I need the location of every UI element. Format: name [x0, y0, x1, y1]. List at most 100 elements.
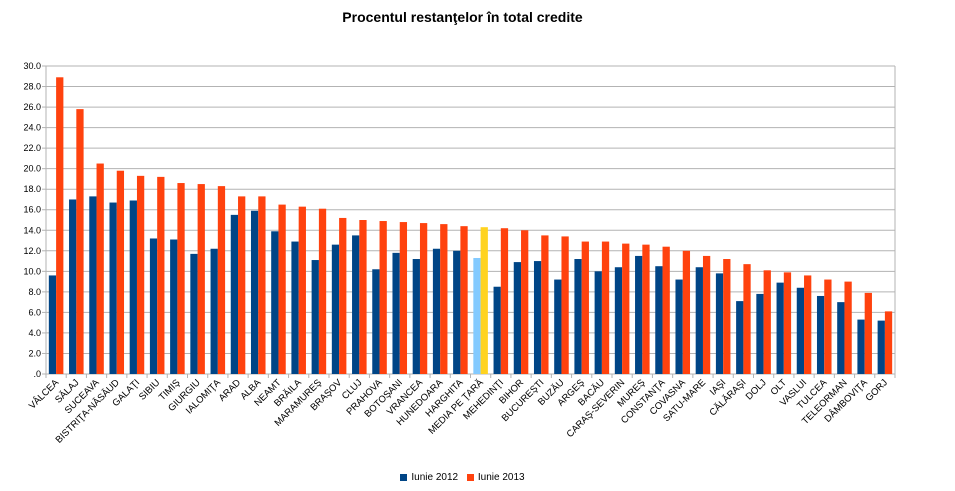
bar-2013 [197, 184, 205, 374]
bar-2013 [217, 186, 226, 374]
y-tick-label: 16.0 [23, 205, 41, 215]
bar-2013 [622, 243, 630, 374]
legend-label-2012: Iunie 2012 [411, 472, 459, 483]
bar-2012 [756, 293, 764, 374]
bar-2012 [533, 261, 542, 374]
bar-2012 [109, 202, 117, 374]
y-tick-label: 10.0 [23, 266, 41, 276]
chart-title: Procentul restanţelor în total credite [342, 9, 583, 25]
y-tick-label: 30.0 [23, 61, 41, 71]
bar-2013 [642, 244, 650, 374]
bar-2012 [311, 260, 319, 374]
bar-2013 [783, 272, 792, 374]
bar-2013 [581, 241, 589, 374]
bar-2013 [804, 275, 812, 374]
legend-item-2013: Iunie 2013 [466, 472, 525, 483]
bars [48, 77, 893, 375]
bar-2012 [412, 259, 420, 374]
bar-2013 [440, 224, 448, 374]
bar-2012 [432, 248, 441, 374]
bar-2012 [392, 252, 400, 374]
bar-2012 [614, 267, 623, 374]
y-tick-label: .0 [33, 369, 41, 379]
x-axis-ticks [45, 374, 896, 378]
y-tick-label: 22.0 [23, 143, 41, 153]
y-tick-label: 6.0 [28, 307, 41, 317]
y-tick-label: 28.0 [23, 82, 41, 92]
bar-2012 [230, 214, 239, 374]
bar-2013 [399, 222, 408, 374]
x-tick-label: ARAD [217, 377, 244, 404]
bar-2012 [372, 269, 380, 374]
bar-2012 [331, 244, 340, 374]
bar-2012 [210, 248, 218, 374]
bar-2012 [776, 282, 784, 374]
bar-2012 [473, 257, 481, 374]
bar-2013 [824, 279, 832, 374]
bar-2012 [48, 275, 57, 374]
gridlines [42, 65, 896, 375]
bar-2013 [601, 241, 610, 374]
y-tick-label: 24.0 [23, 123, 41, 133]
bar-2012 [736, 301, 744, 374]
bar-2013 [480, 227, 488, 374]
bar-2013 [56, 77, 64, 374]
bar-2012 [857, 319, 865, 374]
bar-2013 [258, 196, 266, 374]
bar-2013 [116, 170, 125, 374]
y-tick-label: 12.0 [23, 246, 41, 256]
bar-2012 [190, 253, 198, 374]
bar-2013 [298, 206, 306, 374]
y-tick-label: 18.0 [23, 184, 41, 194]
bar-2013 [379, 221, 387, 374]
bar-2013 [541, 235, 549, 374]
y-tick-label: 4.0 [28, 328, 41, 338]
bar-2012 [574, 259, 582, 374]
bar-2013 [419, 223, 428, 374]
legend-swatch-2012 [400, 474, 408, 481]
bar-2012 [291, 241, 299, 374]
bar-2012 [271, 231, 279, 374]
y-tick-label: 20.0 [23, 164, 41, 174]
legend-label-2013: Iunie 2013 [477, 472, 525, 483]
bar-2013 [278, 204, 286, 374]
bar-2012 [635, 255, 643, 374]
bar-2013 [460, 226, 468, 374]
x-tick-label: SIBIU [137, 377, 162, 402]
bar-2012 [655, 266, 663, 374]
bar-2012 [675, 279, 683, 374]
bar-2013 [743, 264, 751, 374]
y-tick-label: 2.0 [28, 348, 41, 358]
y-tick-label: 8.0 [28, 287, 41, 297]
bar-2012 [453, 250, 461, 374]
bar-2013 [136, 175, 145, 374]
bar-2013 [723, 259, 731, 374]
bar-2012 [352, 235, 360, 374]
bar-2013 [702, 255, 711, 374]
y-tick-label: 14.0 [23, 225, 41, 235]
bar-2013 [339, 217, 347, 374]
bar-2013 [96, 163, 104, 374]
bar-2012 [129, 200, 137, 374]
legend-item-2012: Iunie 2012 [400, 472, 458, 483]
bar-2012 [796, 287, 805, 374]
bar-2013 [521, 230, 529, 374]
bar-2012 [513, 262, 522, 374]
bar-2012 [149, 238, 158, 374]
x-tick-label: DOLJ [744, 377, 769, 402]
bar-2012 [69, 199, 77, 374]
bar-2012 [493, 286, 501, 374]
bar-2012 [594, 271, 602, 374]
bar-2013 [359, 220, 367, 374]
bar-2013 [500, 228, 509, 374]
legend: Iunie 2012 Iunie 2013 [0, 472, 925, 484]
bar-2013 [318, 208, 327, 374]
legend-swatch-2013 [466, 474, 474, 481]
bar-2013 [177, 183, 185, 374]
bar-2013 [238, 196, 246, 374]
bar-2012 [695, 267, 703, 374]
bar-2013 [682, 250, 691, 374]
bar-2012 [816, 295, 825, 374]
bar-2013 [662, 246, 670, 374]
